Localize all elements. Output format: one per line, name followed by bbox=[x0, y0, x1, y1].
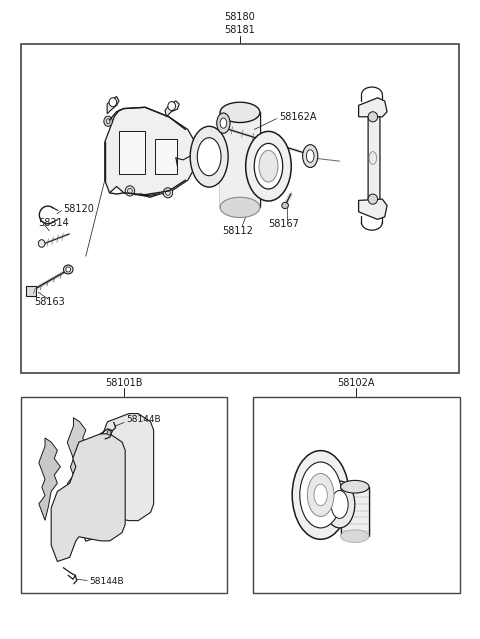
Bar bbox=[119, 131, 145, 174]
Ellipse shape bbox=[107, 430, 111, 435]
Ellipse shape bbox=[282, 203, 288, 209]
Text: 58314: 58314 bbox=[38, 218, 69, 227]
Polygon shape bbox=[39, 438, 60, 520]
Text: 58181: 58181 bbox=[225, 25, 255, 35]
Polygon shape bbox=[341, 487, 369, 536]
Ellipse shape bbox=[300, 462, 342, 528]
Ellipse shape bbox=[368, 112, 378, 122]
Ellipse shape bbox=[368, 194, 378, 204]
Text: 58167: 58167 bbox=[269, 219, 300, 229]
Polygon shape bbox=[67, 418, 89, 500]
Ellipse shape bbox=[220, 197, 260, 217]
Polygon shape bbox=[368, 116, 380, 201]
Text: 58101B: 58101B bbox=[105, 378, 143, 388]
Ellipse shape bbox=[104, 116, 112, 127]
Ellipse shape bbox=[324, 481, 355, 528]
Ellipse shape bbox=[246, 132, 291, 201]
Bar bbox=[21, 397, 227, 593]
Text: 58112: 58112 bbox=[222, 226, 253, 236]
Text: 58144B: 58144B bbox=[127, 415, 161, 424]
Ellipse shape bbox=[63, 265, 73, 274]
Ellipse shape bbox=[369, 151, 377, 164]
Ellipse shape bbox=[341, 481, 369, 493]
Ellipse shape bbox=[314, 484, 327, 505]
Polygon shape bbox=[165, 101, 179, 117]
Polygon shape bbox=[359, 98, 387, 117]
Ellipse shape bbox=[331, 491, 348, 518]
Text: 58163: 58163 bbox=[34, 297, 65, 307]
Ellipse shape bbox=[38, 240, 45, 247]
Ellipse shape bbox=[109, 98, 117, 107]
Polygon shape bbox=[80, 413, 154, 541]
Ellipse shape bbox=[66, 267, 71, 272]
Text: 58102A: 58102A bbox=[337, 378, 375, 388]
Ellipse shape bbox=[292, 450, 349, 539]
Polygon shape bbox=[220, 112, 260, 208]
Ellipse shape bbox=[217, 113, 230, 134]
Ellipse shape bbox=[220, 102, 260, 123]
Polygon shape bbox=[51, 434, 125, 562]
Ellipse shape bbox=[197, 137, 221, 176]
Text: 58162A: 58162A bbox=[279, 112, 316, 122]
Ellipse shape bbox=[220, 118, 227, 128]
Ellipse shape bbox=[302, 144, 318, 167]
Ellipse shape bbox=[307, 473, 334, 516]
Polygon shape bbox=[105, 107, 197, 196]
Bar bbox=[21, 44, 459, 373]
Ellipse shape bbox=[190, 127, 228, 187]
Polygon shape bbox=[359, 199, 387, 219]
Text: 58120: 58120 bbox=[63, 204, 95, 213]
Bar bbox=[155, 139, 178, 174]
Ellipse shape bbox=[254, 143, 283, 189]
Bar bbox=[253, 397, 460, 593]
Ellipse shape bbox=[125, 186, 135, 196]
Text: 58144B: 58144B bbox=[90, 577, 124, 586]
Ellipse shape bbox=[341, 530, 369, 543]
Ellipse shape bbox=[306, 150, 314, 162]
Text: 58180: 58180 bbox=[225, 12, 255, 22]
Ellipse shape bbox=[163, 188, 173, 198]
Polygon shape bbox=[107, 96, 119, 114]
Ellipse shape bbox=[168, 102, 176, 111]
Ellipse shape bbox=[259, 150, 278, 182]
Bar bbox=[25, 286, 36, 296]
